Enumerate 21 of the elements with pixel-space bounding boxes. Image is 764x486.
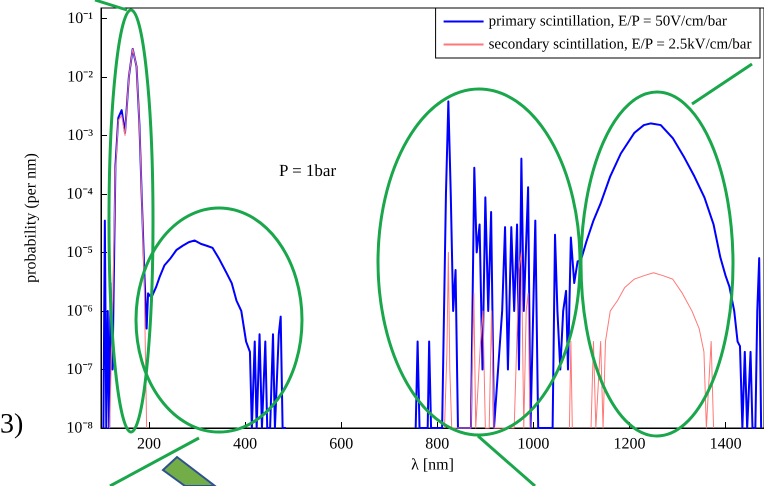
- y-tick-label: 10⁻⁴: [66, 185, 94, 202]
- y-tick-label: 10⁻⁷: [66, 360, 93, 378]
- x-tick-label: 600: [329, 436, 354, 452]
- x-tick-label: 1000: [517, 436, 550, 452]
- annotation: P = 1bar: [279, 161, 336, 180]
- y-tick-label: 10⁻³: [67, 126, 94, 144]
- x-tick-label: 400: [233, 436, 258, 452]
- y-axis-title: probability (per nm): [22, 153, 40, 283]
- legend-label: primary scintillation, E/P = 50V/cm/bar: [488, 14, 727, 30]
- y-tick-label: 10⁻²: [67, 68, 94, 86]
- y-tick-label: 10⁻⁵: [66, 244, 93, 261]
- y-tick-label: 10⁻⁶: [66, 302, 93, 320]
- y-tick-label: 10⁻⁸: [66, 420, 93, 436]
- x-tick-label: 1200: [613, 436, 646, 452]
- x-tick-label: 1400: [710, 436, 742, 452]
- x-tick-label: 800: [425, 436, 450, 452]
- x-axis-title: λ [nm]: [411, 456, 454, 474]
- y-tick-label: 10⁻¹: [67, 10, 94, 27]
- legend-label: secondary scintillation, E/P = 2.5kV/cm/bar: [488, 36, 752, 52]
- x-tick-label: 200: [137, 436, 162, 452]
- text: 3): [0, 408, 24, 440]
